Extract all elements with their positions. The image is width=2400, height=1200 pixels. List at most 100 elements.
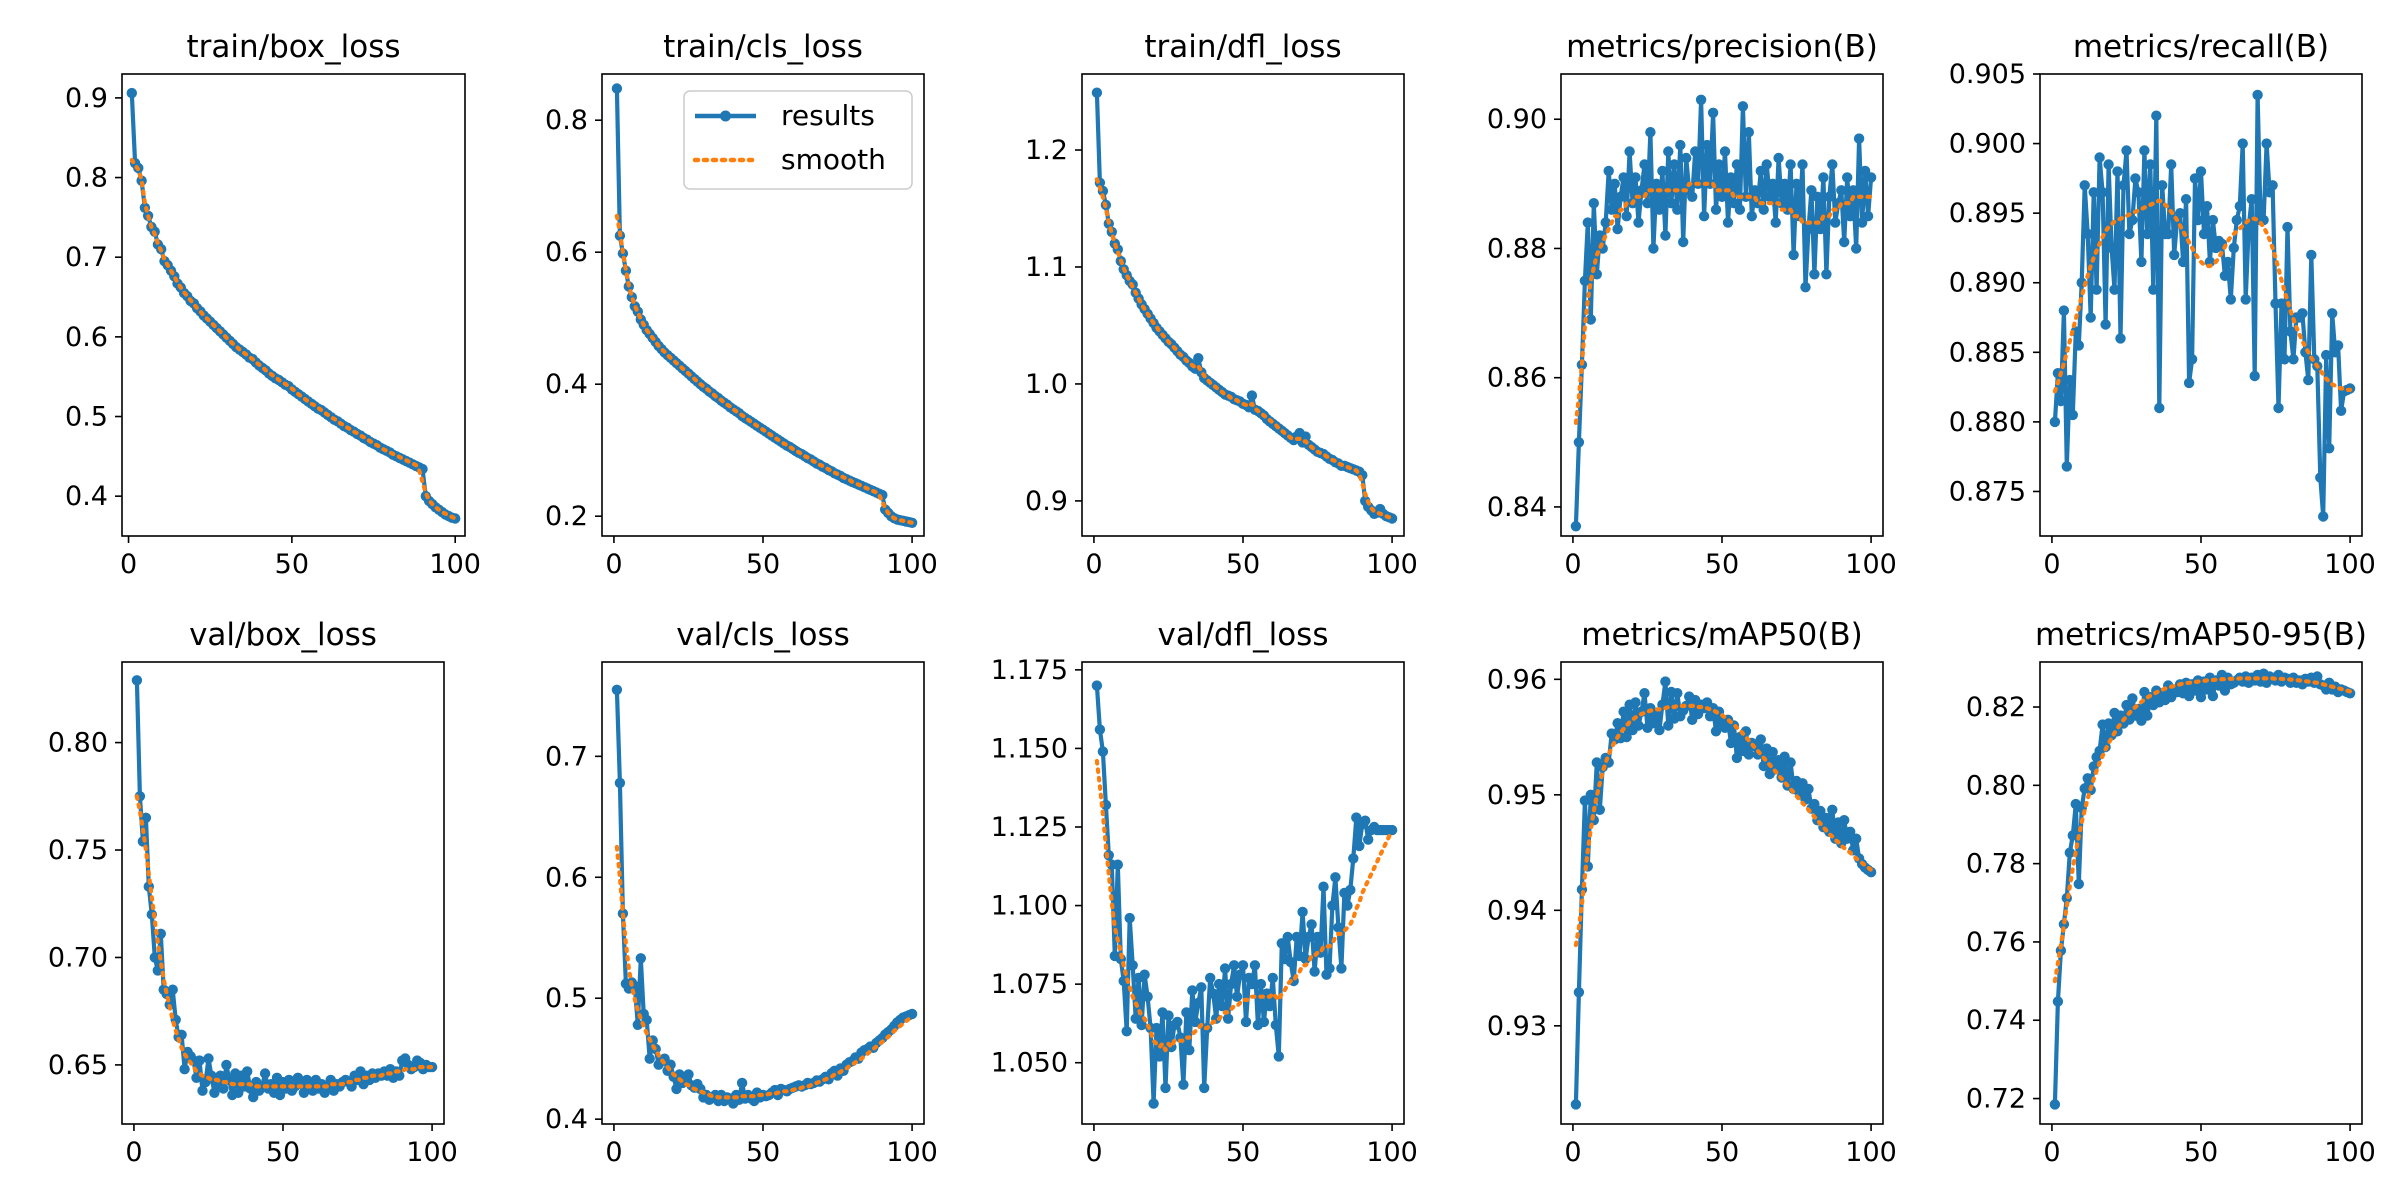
y-tick-label: 1.100	[991, 891, 1068, 922]
data-point	[1651, 178, 1662, 189]
ticks: 0 50 100 0.4 0.5 0.6 0.7	[545, 741, 938, 1168]
data-point	[2174, 208, 2186, 219]
data-point	[1136, 1019, 1147, 1031]
data-point	[2103, 718, 2114, 729]
data-point	[2276, 298, 2287, 309]
data-point	[1386, 824, 1398, 836]
data-point	[1758, 204, 1769, 215]
y-tick-label: 0.6	[545, 862, 588, 893]
y-tick-label: 1.150	[991, 733, 1068, 764]
data-point	[2222, 256, 2233, 268]
data-point	[1803, 783, 1814, 795]
data-point	[2094, 152, 2105, 163]
data-point	[2106, 242, 2117, 254]
data-point	[2169, 249, 2180, 261]
data-point	[1797, 159, 1808, 170]
data-point	[2225, 294, 2236, 305]
y-tick-label: 0.90	[1487, 104, 1547, 135]
data-point	[1639, 688, 1650, 699]
x-tick-label: 0	[1085, 1137, 1102, 1168]
x-tick-label: 100	[406, 1137, 458, 1168]
data-point	[1585, 314, 1597, 325]
data-point	[1722, 217, 1734, 228]
data-point	[1582, 217, 1594, 228]
subplot-title: val/cls_loss	[676, 617, 850, 653]
data-point	[1731, 752, 1743, 764]
data-point	[2312, 671, 2323, 682]
y-tick-label: 0.9	[65, 83, 108, 114]
data-point	[1669, 159, 1680, 170]
data-point	[1363, 834, 1374, 845]
data-point	[2073, 878, 2084, 890]
x-tick-label: 50	[1226, 549, 1260, 580]
series-smooth-line	[1573, 703, 1874, 948]
data-point	[635, 953, 646, 964]
x-tick-label: 100	[1366, 1137, 1418, 1168]
data-point	[1743, 127, 1755, 138]
data-point	[1710, 726, 1722, 737]
y-tick-label: 0.84	[1487, 492, 1547, 523]
y-tick-label: 0.6	[65, 322, 108, 353]
data-point	[2219, 270, 2231, 281]
data-point	[2130, 173, 2141, 184]
data-point	[1815, 805, 1826, 817]
data-point	[2166, 159, 2177, 170]
y-tick-label: 0.8	[65, 163, 108, 194]
data-point	[1208, 988, 1219, 999]
ticks: 0 50 100 1.050 1.075 1.100 1.125 1.150 1.175	[991, 655, 1418, 1168]
subplot-val-dfl-loss: 0 50 100 1.050 1.075 1.100 1.125 1.150 1.175 val…	[991, 617, 1418, 1168]
data-point	[1312, 931, 1323, 943]
data-point	[2335, 405, 2347, 416]
data-point	[1258, 1016, 1270, 1028]
data-point	[2064, 847, 2075, 858]
data-point	[1734, 204, 1746, 215]
data-point	[2288, 354, 2299, 365]
data-point	[2115, 333, 2126, 344]
data-point	[1707, 107, 1719, 119]
data-point	[2297, 308, 2308, 319]
data-point	[1588, 198, 1600, 209]
data-point	[1690, 146, 1701, 157]
series-smooth-line	[134, 794, 435, 1089]
ticks: 0 50 100 0.72 0.74 0.76 0.78 0.80 0.82	[1966, 692, 2376, 1168]
data-point	[611, 83, 623, 94]
data-point	[1160, 1082, 1171, 1094]
data-point	[1246, 978, 1258, 990]
data-point	[1648, 718, 1659, 729]
data-point	[2246, 194, 2257, 205]
data-point	[2186, 354, 2198, 365]
data-point	[1767, 746, 1778, 758]
data-point	[126, 87, 137, 99]
y-tick-label: 1.125	[991, 812, 1068, 843]
series-smooth-line	[2052, 676, 2353, 984]
data-point	[1853, 133, 1865, 144]
data-point	[1342, 900, 1353, 911]
data-point	[1761, 159, 1772, 170]
data-point	[1231, 991, 1243, 1002]
x-tick-label: 50	[275, 549, 309, 580]
data-point	[1851, 243, 1862, 254]
y-tick-label: 0.94	[1487, 895, 1547, 926]
data-point	[611, 684, 623, 695]
y-tick-label: 0.6	[545, 237, 588, 268]
data-point	[2234, 201, 2245, 212]
data-point	[197, 1085, 208, 1096]
data-point	[2273, 402, 2284, 414]
data-point	[221, 1059, 232, 1071]
data-point	[1196, 982, 1207, 993]
data-point	[1675, 139, 1686, 151]
ticks: 0 50 100 0.9 1.0 1.1 1.2	[1025, 135, 1418, 580]
data-point	[2231, 214, 2242, 226]
subplot-title: metrics/mAP50-95(B)	[2035, 617, 2367, 653]
data-point	[1839, 236, 1850, 248]
data-point	[2091, 284, 2102, 295]
data-point	[1124, 912, 1135, 924]
y-tick-label: 0.74	[1966, 1005, 2026, 1036]
axes-frame	[121, 73, 466, 537]
data-point	[1303, 931, 1314, 943]
legend-results-marker	[720, 110, 731, 122]
y-tick-label: 0.76	[1966, 927, 2026, 958]
data-point	[1306, 919, 1317, 930]
data-point	[1094, 724, 1106, 735]
data-point	[2180, 194, 2192, 205]
